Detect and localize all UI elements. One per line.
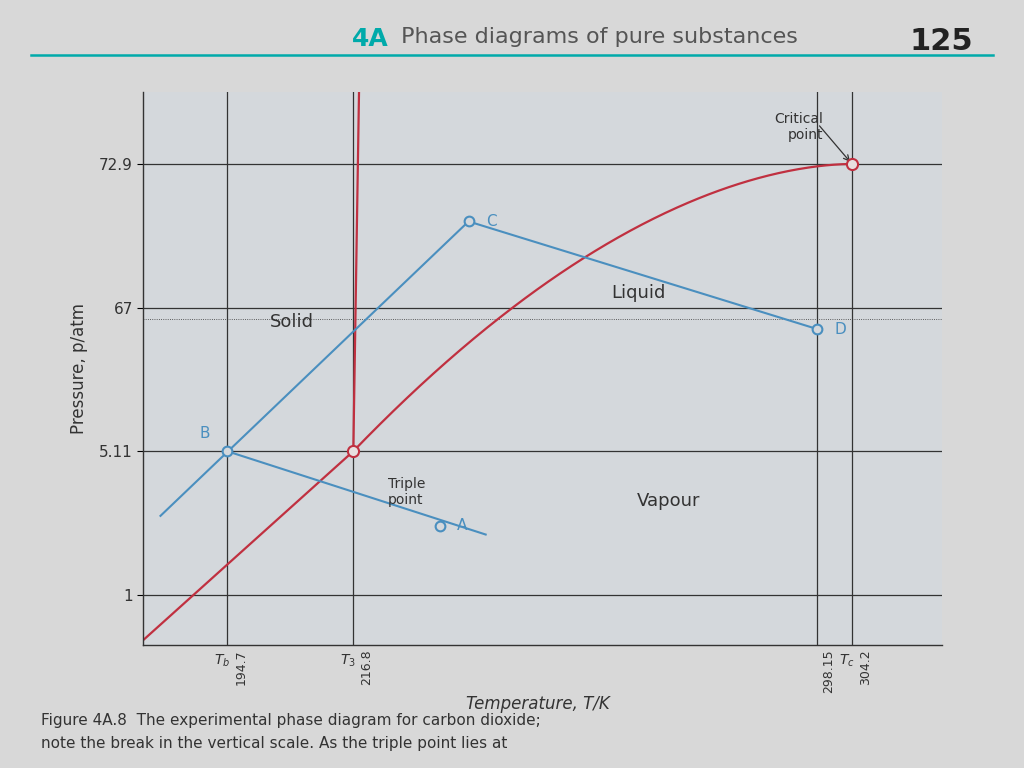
Text: $T_3$: $T_3$ <box>340 653 356 669</box>
Text: 125: 125 <box>909 27 973 56</box>
Y-axis label: Pressure, p/atm: Pressure, p/atm <box>70 303 88 434</box>
Text: Critical
point: Critical point <box>774 112 823 142</box>
Text: $T_b$: $T_b$ <box>214 653 230 669</box>
Text: 298.15: 298.15 <box>822 649 836 693</box>
Text: note the break in the vertical scale. As the triple point lies at: note the break in the vertical scale. As… <box>41 736 507 751</box>
Text: C: C <box>485 214 497 229</box>
Text: Figure 4A.8  The experimental phase diagram for carbon dioxide;: Figure 4A.8 The experimental phase diagr… <box>41 713 541 728</box>
Text: Solid: Solid <box>269 313 313 331</box>
Text: 304.2: 304.2 <box>859 649 872 684</box>
Text: D: D <box>835 322 846 336</box>
Text: Temperature, T/K: Temperature, T/K <box>466 695 609 713</box>
Text: 216.8: 216.8 <box>360 649 374 684</box>
Text: 194.7: 194.7 <box>234 649 248 684</box>
Text: Liquid: Liquid <box>611 284 666 303</box>
Text: Vapour: Vapour <box>637 492 700 511</box>
Text: 4A: 4A <box>352 27 389 51</box>
Text: $T_c$: $T_c$ <box>839 653 855 669</box>
Text: Phase diagrams of pure substances: Phase diagrams of pure substances <box>394 27 798 47</box>
Text: A: A <box>457 518 468 534</box>
Text: Triple
point: Triple point <box>387 477 425 508</box>
Text: B: B <box>200 426 210 441</box>
